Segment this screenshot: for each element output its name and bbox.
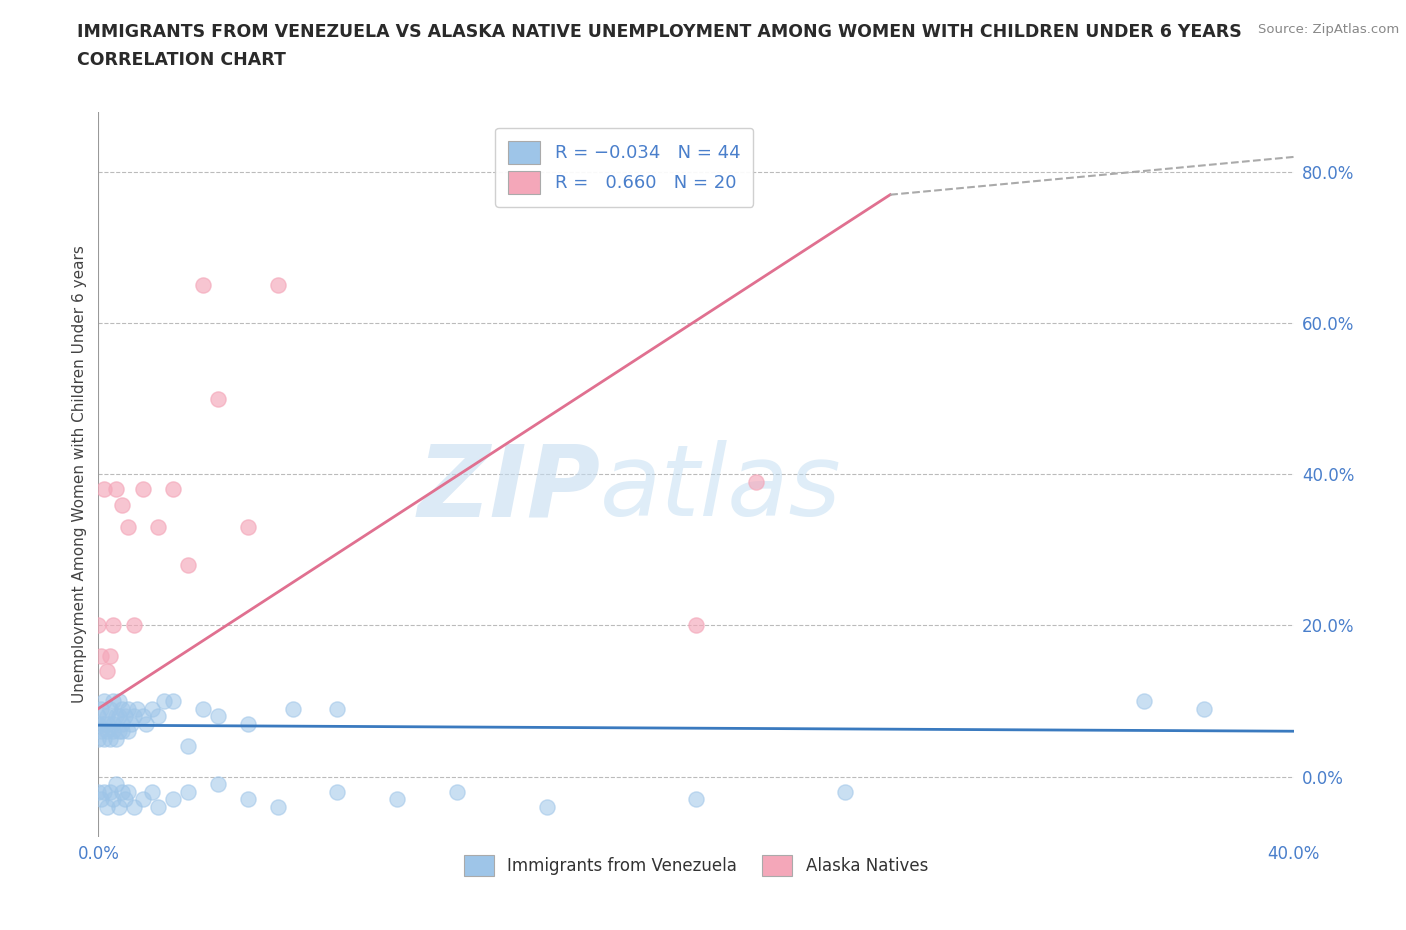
Point [103, 724, 125, 738]
Point [162, 694, 184, 709]
Point [685, 791, 707, 806]
Point [326, 784, 349, 799]
Point [111, 498, 134, 512]
Point [177, 784, 200, 799]
Point [111, 784, 134, 799]
Point [96, 716, 118, 731]
Point [105, 709, 128, 724]
Point [111, 701, 134, 716]
Point [90, 701, 112, 716]
Point [124, 800, 146, 815]
Point [98, 701, 122, 716]
Point [124, 709, 146, 724]
Point [105, 777, 128, 791]
Point [93, 784, 115, 799]
Point [162, 482, 184, 497]
Point [108, 800, 131, 815]
Point [127, 701, 149, 716]
Point [1133, 694, 1156, 709]
Point [87, 731, 110, 746]
Point [103, 618, 125, 633]
Point [96, 709, 118, 724]
Point [236, 791, 259, 806]
Point [132, 709, 155, 724]
Point [117, 784, 139, 799]
Point [162, 791, 184, 806]
Point [114, 791, 136, 806]
Point [135, 716, 157, 731]
Point [108, 724, 131, 738]
Y-axis label: Unemployment Among Women with Children Under 6 years: Unemployment Among Women with Children U… [72, 246, 87, 703]
Point [93, 482, 115, 497]
Point [385, 791, 409, 806]
Text: Source: ZipAtlas.com: Source: ZipAtlas.com [1258, 23, 1399, 36]
Point [326, 701, 349, 716]
Point [103, 694, 125, 709]
Point [267, 278, 290, 293]
Point [90, 648, 112, 663]
Point [117, 520, 139, 535]
Point [90, 791, 112, 806]
Point [148, 709, 170, 724]
Point [745, 474, 768, 489]
Point [90, 724, 112, 738]
Point [87, 618, 110, 633]
Point [685, 618, 707, 633]
Text: CORRELATION CHART: CORRELATION CHART [77, 51, 287, 69]
Point [536, 800, 558, 815]
Point [148, 800, 170, 815]
Point [117, 701, 139, 716]
Point [141, 701, 163, 716]
Point [105, 731, 128, 746]
Legend: Immigrants from Venezuela, Alaska Natives: Immigrants from Venezuela, Alaska Native… [457, 848, 935, 884]
Point [93, 716, 115, 731]
Point [834, 784, 856, 799]
Point [108, 709, 131, 724]
Point [207, 392, 229, 406]
Point [96, 800, 118, 815]
Point [446, 784, 468, 799]
Point [281, 701, 304, 716]
Point [124, 618, 146, 633]
Point [236, 716, 259, 731]
Point [93, 731, 115, 746]
Point [93, 694, 115, 709]
Point [98, 731, 122, 746]
Point [191, 701, 214, 716]
Text: atlas: atlas [600, 440, 842, 538]
Point [191, 278, 214, 293]
Point [153, 694, 176, 709]
Point [177, 558, 200, 573]
Point [1192, 701, 1215, 716]
Point [96, 724, 118, 738]
Point [111, 724, 134, 738]
Point [236, 520, 259, 535]
Point [98, 648, 122, 663]
Point [105, 482, 128, 497]
Point [141, 784, 163, 799]
Point [177, 738, 200, 753]
Point [103, 716, 125, 731]
Point [111, 716, 134, 731]
Point [132, 791, 155, 806]
Point [267, 800, 290, 815]
Point [207, 709, 229, 724]
Point [148, 520, 170, 535]
Point [117, 724, 139, 738]
Point [87, 784, 110, 799]
Point [108, 694, 131, 709]
Point [132, 482, 155, 497]
Point [120, 716, 142, 731]
Text: IMMIGRANTS FROM VENEZUELA VS ALASKA NATIVE UNEMPLOYMENT AMONG WOMEN WITH CHILDRE: IMMIGRANTS FROM VENEZUELA VS ALASKA NATI… [77, 23, 1241, 41]
Point [114, 709, 136, 724]
Point [207, 777, 229, 791]
Point [87, 709, 110, 724]
Point [103, 791, 125, 806]
Text: ZIP: ZIP [418, 440, 600, 538]
Point [87, 716, 110, 731]
Point [98, 784, 122, 799]
Point [96, 663, 118, 678]
